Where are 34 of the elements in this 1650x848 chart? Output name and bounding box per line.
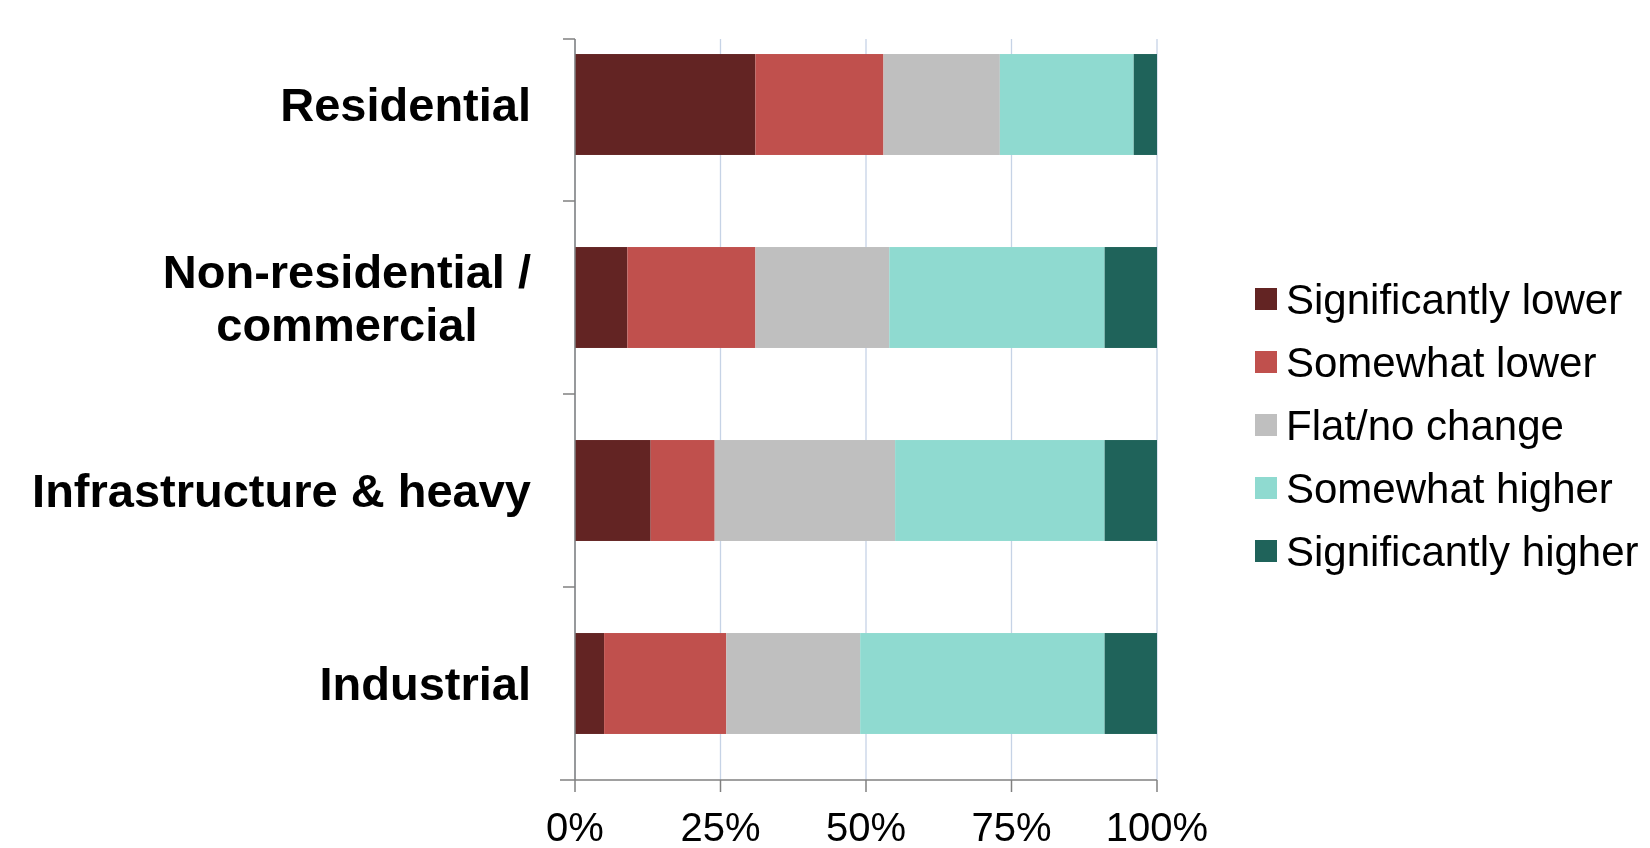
x-tick-label: 50% [825,805,907,848]
x-tick-label: 0% [546,805,604,848]
y-tick-label: Industrial [319,657,531,710]
legend-label: Flat/no change [1286,401,1564,449]
bar [889,247,1105,348]
bar [860,633,1105,734]
bar [1133,54,1157,155]
legend-label: Somewhat higher [1286,464,1613,512]
bar [755,54,884,155]
bar [627,247,756,348]
bar [575,440,651,541]
y-tick-label: Residential [280,78,531,131]
legend-label: Somewhat lower [1286,338,1597,386]
bar [604,633,727,734]
bar [1104,440,1157,541]
bar [1104,247,1157,348]
y-tick-label: Non-residential / commercial [162,244,532,351]
bar [575,54,756,155]
legend-label: Significantly lower [1286,275,1623,323]
bar [726,633,861,734]
bar [714,440,896,541]
x-tick-label: 100% [1105,805,1209,848]
bar [895,440,1105,541]
bar [883,54,1000,155]
x-tick-label: 75% [971,805,1052,848]
bar [575,633,605,734]
bar [650,440,715,541]
bar [755,247,890,348]
bar [1104,633,1157,734]
x-tick-label: 25% [680,805,761,848]
legend-label: Significantly higher [1286,527,1639,575]
bar [575,247,628,348]
y-tick-label: Infrastructure & heavy [32,464,532,517]
bar [999,54,1134,155]
